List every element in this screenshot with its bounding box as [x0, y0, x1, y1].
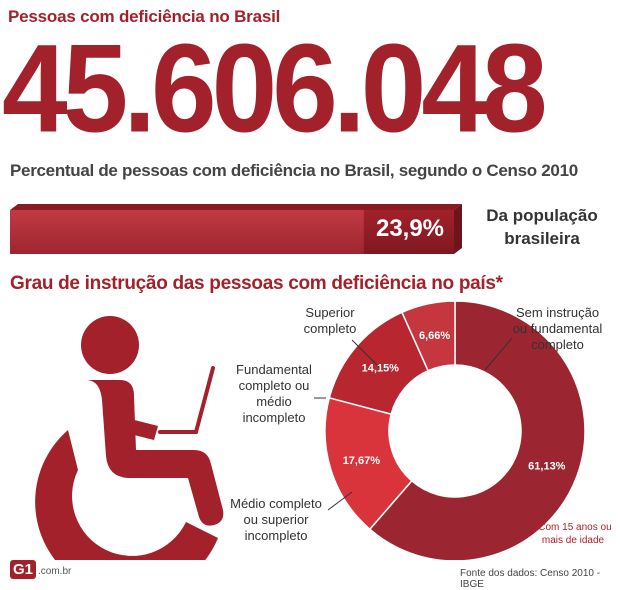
label-sem-instrucao: 61,13% [528, 460, 566, 472]
logo-domain: .com.br [38, 566, 72, 577]
wheelchair-user-icon [35, 316, 224, 560]
total-count: 45.606.048 [2, 18, 548, 159]
footnote: *Com 15 anos ou mais de idade [528, 521, 618, 547]
g1-logo: G1 .com.br [10, 560, 71, 579]
annotation-fund-line3: médio [256, 394, 292, 409]
leader-superior [351, 339, 381, 369]
percentage-bar [10, 204, 462, 254]
annotation-medio-line3: incompleto [244, 528, 308, 543]
annotation-sem-line2: ou fundamental [512, 321, 603, 336]
bar-top-face [10, 204, 462, 210]
donut-labels: 61,13% 17,67% 14,15% 6,66% [343, 330, 566, 472]
annotation-fund-line1: Fundamental [236, 362, 312, 377]
source-credit: Fonte dos dados: Censo 2010 - IBGE [460, 568, 601, 590]
logo-badge: G1 [10, 560, 37, 579]
donut-hole [389, 365, 521, 497]
chart-title: Pessoas com deficiência no Brasil [8, 7, 281, 26]
annotation-fund-line4: incompleto [242, 410, 306, 425]
bar-fill-segment [363, 210, 454, 254]
annotation-medio-line1: Médio completo [230, 496, 322, 511]
label-superior: 6,66% [419, 330, 450, 342]
leader-sem [484, 337, 513, 371]
annotation-fund-line2: completo ou [238, 378, 310, 393]
annotation-superior-line1: Superior [305, 305, 355, 320]
percentage-label: Da população brasileira [472, 204, 612, 250]
leader-medio [327, 491, 353, 511]
annotation-superior-line2: completo [303, 321, 357, 336]
percentage-value: 23,9% [375, 215, 445, 242]
percentage-label-line1: Da população [486, 206, 598, 225]
annotation-sem-line3: completo [531, 337, 584, 352]
percentage-label-line2: brasileira [504, 229, 580, 248]
annotation-medio-line2: ou superior [243, 512, 309, 527]
footnote-line1: *Com 15 anos ou [534, 522, 612, 533]
bar-side-face [454, 204, 462, 254]
annotation-medio: Médio completo ou superior incompleto [228, 496, 324, 544]
annotation-sem-line1: Sem instrução [515, 305, 600, 320]
annotation-superior: Superior completo [290, 305, 370, 337]
annotation-sem-instrucao: Sem instrução ou fundamental completo [500, 305, 615, 353]
section-title: Grau de instrução das pessoas com defici… [10, 273, 503, 294]
annotation-fundamental: Fundamental completo ou médio incompleto [228, 362, 320, 426]
donut-chart: 61,13% 17,67% 14,15% 6,66% [314, 300, 586, 560]
footnote-line2: mais de idade [541, 535, 605, 546]
label-medio: 17,67% [343, 455, 381, 467]
label-fundamental: 14,15% [362, 363, 400, 375]
percentage-subtitle: Percentual de pessoas com deficiência no… [10, 161, 578, 180]
